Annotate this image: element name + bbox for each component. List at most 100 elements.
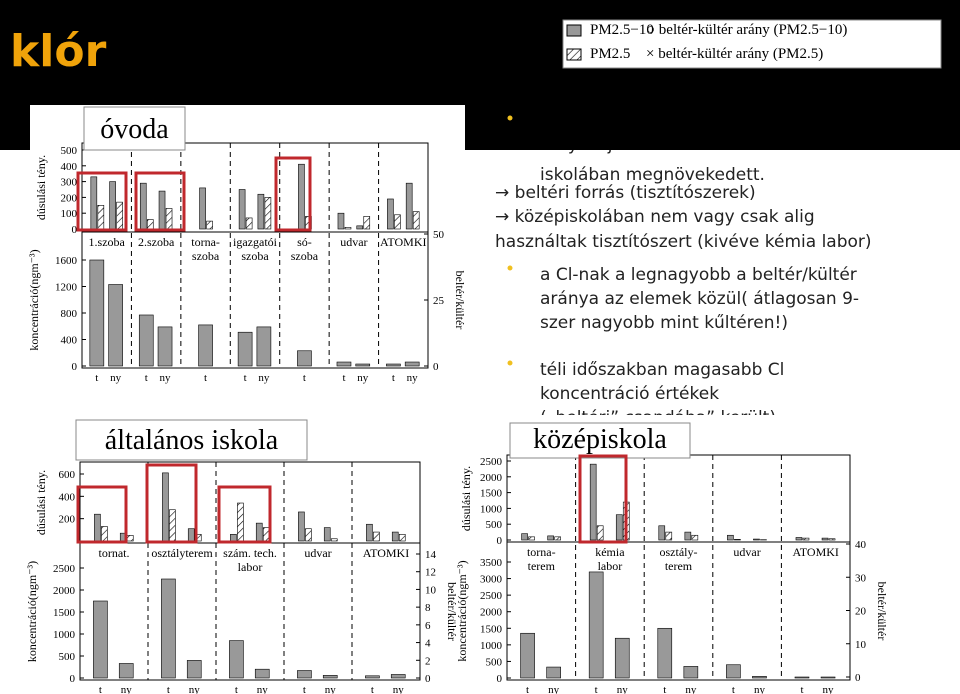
enrichment-bar (330, 538, 338, 542)
enrichment-bar (412, 211, 420, 230)
panel-title-box (83, 106, 186, 151)
concentration-bar (404, 361, 420, 367)
y2-tick-label: 0 (433, 361, 439, 373)
enrichment-bar (795, 537, 803, 541)
chart-panel: 200 400 600 0 500 1000 1500 2000 2500 0 2 4 6 8 10 12 14… (25, 415, 465, 694)
x-tick-label: t (95, 372, 98, 384)
highlight-box (76, 171, 128, 232)
panel-title-box (509, 422, 691, 459)
y-tick-label: 100 (61, 208, 78, 220)
y2-tick-label: 40 (855, 539, 867, 551)
x-tick-label: t (303, 372, 306, 384)
group-label: kémia (595, 545, 625, 559)
chart-panel: 0 500 1000 1500 2000 2500 0 500 1000 1500 2000 2500… (455, 415, 898, 694)
enrichment-bar (257, 193, 265, 230)
x-tick-label: ny (189, 684, 201, 694)
x-tick-label: ny (617, 684, 629, 694)
panel-title-box (75, 419, 308, 461)
enrichment-bar (521, 533, 528, 541)
y2-tick-label: 14 (425, 549, 437, 561)
concentration-bar (520, 632, 535, 679)
enrichment-bar (116, 201, 123, 230)
enrichment-bar (187, 528, 195, 542)
x-tick-label: t (663, 684, 666, 694)
enrichment-bar (658, 525, 666, 541)
chart-panel: 0 100 200 300 400 500 0 400 800 1200 1600 0 25 50 dúsu… (27, 105, 467, 385)
y2-tick-label: 50 (433, 229, 445, 241)
group-label: torna- (527, 545, 556, 559)
y-tick-label: 2000 (480, 607, 503, 619)
concentration-bar (794, 676, 810, 679)
group-label: osztályterem (151, 546, 213, 560)
enrichment-bar (691, 534, 699, 541)
y-tick-label: 2500 (53, 563, 76, 575)
x-tick-label: t (303, 684, 306, 694)
y-tick-label: 500 (59, 651, 76, 663)
y-tick-label: 1500 (480, 488, 503, 500)
y-tick-label: 1000 (53, 629, 76, 641)
enrichment-bar (753, 538, 760, 541)
axis-label: dúsulási tény. (34, 470, 48, 535)
bullet-text: a Cl-nak a legnagyobb a beltér/kültér (540, 265, 857, 285)
y-tick-label: 2000 (53, 585, 76, 597)
concentration-bar (726, 664, 741, 679)
y-tick-label: 200 (59, 514, 76, 526)
enrichment-bar (165, 208, 173, 230)
axis-label: beltér/kültér (445, 582, 459, 641)
enrichment-bar (554, 536, 561, 541)
y-tick-label: 1600 (55, 255, 78, 267)
x-tick-label: t (392, 372, 395, 384)
group-label: ATOMKI (363, 546, 409, 560)
group-label: ATOMKI (380, 235, 426, 249)
enrichment-bar (97, 205, 105, 230)
axis-label: koncentráció(ngm⁻³) (25, 561, 39, 662)
y-tick-label: 0 (497, 535, 503, 547)
highlight-box (274, 156, 312, 232)
group-label: só- (297, 235, 312, 249)
group-label: labor (598, 559, 623, 573)
enrichment-bar (665, 531, 673, 541)
group-label: ATOMKI (792, 545, 838, 559)
x-tick-label: ny (685, 684, 697, 694)
x-tick-label: t (595, 684, 598, 694)
enrichment-bar (405, 182, 413, 230)
x-tick-label: ny (121, 684, 133, 694)
group-label: 1.szoba (89, 235, 126, 249)
concentration-bar (355, 363, 371, 367)
group-label: udvar (340, 235, 367, 249)
concentration-bar (386, 363, 401, 367)
highlight-box (578, 454, 628, 544)
enrichment-bar (802, 537, 810, 541)
y-tick-label: 1000 (480, 640, 503, 652)
y-tick-label: 2500 (480, 456, 503, 468)
enrichment-bar (139, 182, 147, 230)
concentration-bar (237, 331, 253, 367)
enrichment-bar (262, 527, 270, 542)
enrichment-bar (101, 526, 108, 542)
enrichment-bar (394, 214, 401, 230)
enrichment-bar (146, 219, 154, 230)
legend-swatch (566, 24, 582, 37)
x-tick-label: t (99, 684, 102, 694)
y-tick-label: 400 (59, 491, 76, 503)
enrichment-bar (356, 225, 364, 230)
enrichment-bar (337, 212, 345, 230)
x-tick-label: ny (325, 684, 337, 694)
y-tick-label: 300 (61, 177, 78, 189)
concentration-bar (89, 259, 105, 367)
x-tick-label: ny (823, 684, 835, 694)
enrichment-bar (238, 189, 246, 230)
legend-swatch (566, 48, 582, 61)
concentration-bar (588, 571, 604, 679)
group-label: szám. tech. (223, 546, 277, 560)
concentration-bar (365, 675, 380, 679)
concentration-bar (657, 627, 673, 679)
enrichment-bar (305, 528, 312, 542)
y-tick-label: 1500 (53, 607, 76, 619)
enrichment-bar (158, 190, 166, 230)
enrichment-bar (344, 227, 352, 230)
x-tick-label: t (732, 684, 735, 694)
concentration-bar (229, 640, 244, 679)
y-tick-label: 500 (61, 145, 78, 157)
